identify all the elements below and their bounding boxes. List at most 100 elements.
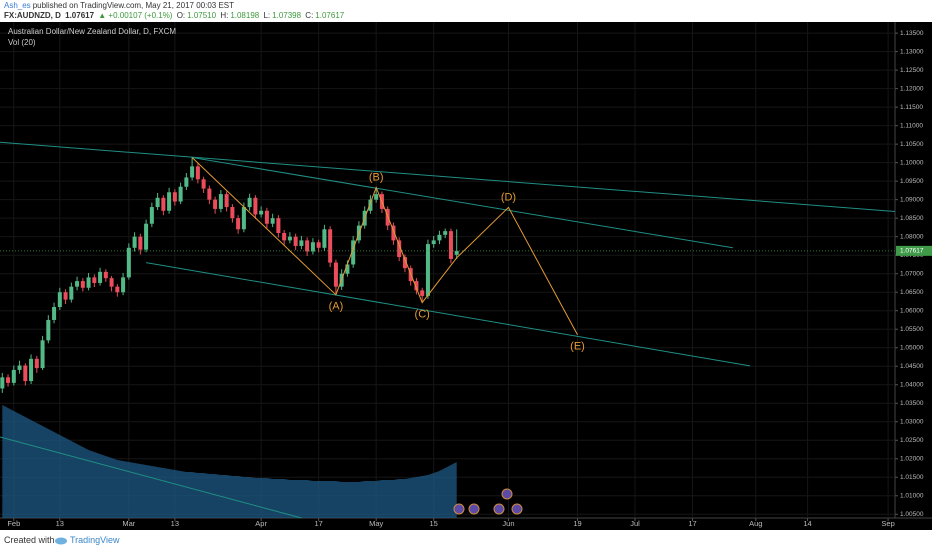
trend-line <box>146 262 751 367</box>
x-tick-label: Aug <box>749 519 762 528</box>
candle-body <box>414 281 419 291</box>
candle-body <box>75 281 80 287</box>
candle-body <box>431 240 436 245</box>
y-tick-label: 1.06500 <box>900 289 924 296</box>
candle-body <box>6 377 11 383</box>
h-label: H: <box>220 11 229 20</box>
candle-body <box>213 199 218 209</box>
candle-body <box>121 277 126 293</box>
candle-body <box>230 207 235 219</box>
x-tick-label: 14 <box>803 519 811 528</box>
y-tick-label: 1.02500 <box>900 437 924 444</box>
y-tick-label: 1.01000 <box>900 493 924 500</box>
candle-body <box>402 257 407 269</box>
candle-body <box>161 197 166 211</box>
candle-body <box>63 292 68 300</box>
candle-body <box>368 199 373 211</box>
candle-body <box>247 197 252 208</box>
x-tick-label: 13 <box>56 519 64 528</box>
candle-body <box>333 262 338 287</box>
candle-body <box>218 194 223 209</box>
drawings: (A) (B) (C) (D) (E) <box>0 141 896 519</box>
candle-body <box>299 240 304 246</box>
candle-body <box>224 194 229 208</box>
candle-body <box>397 240 402 258</box>
candle-body <box>126 247 131 278</box>
candle-body <box>282 232 287 241</box>
last: 1.07617 <box>65 11 95 20</box>
candle-body <box>420 290 425 296</box>
event-icon[interactable] <box>511 503 523 515</box>
brand[interactable]: TradingView <box>70 535 120 545</box>
candle-body <box>167 192 172 211</box>
candle-body <box>92 277 97 283</box>
candle-body <box>293 236 298 246</box>
publish-line: Ash_es published on TradingView.com, May … <box>4 1 236 10</box>
x-tick-label: 13 <box>171 519 179 528</box>
trend-line <box>0 141 896 213</box>
x-tick-label: 19 <box>573 519 581 528</box>
l-value: 1.07398 <box>272 11 302 20</box>
candle-body <box>207 188 212 200</box>
quote-line: FX:AUDNZD, D 1.07617 ▲ +0.00107 (+0.1%) … <box>4 11 346 20</box>
wave-label: (E) <box>570 341 585 353</box>
header: Ash_es published on TradingView.com, May … <box>0 0 932 22</box>
footer: Created with TradingView <box>0 530 932 550</box>
event-icon[interactable] <box>501 488 513 500</box>
y-tick-label: 1.03000 <box>900 418 924 425</box>
candle-body <box>287 236 292 241</box>
change: ▲ +0.00107 (+0.1%) <box>98 11 173 20</box>
l-label: L: <box>263 11 271 20</box>
candle-body <box>57 292 62 308</box>
x-tick-label: 15 <box>430 519 438 528</box>
candles <box>0 157 459 393</box>
y-tick-label: 1.13000 <box>900 48 924 55</box>
candle-body <box>351 240 356 265</box>
h-value: 1.08198 <box>230 11 260 20</box>
candle-body <box>132 236 137 248</box>
y-tick-label: 1.01500 <box>900 474 924 481</box>
candle-body <box>69 286 74 300</box>
y-tick-label: 1.02000 <box>900 455 924 462</box>
chart-title: Australian Dollar/New Zealand Dollar, D,… <box>8 27 176 36</box>
candle-body <box>184 177 189 187</box>
last-price-label: 1.07617 <box>900 248 924 255</box>
y-tick-label: 1.05000 <box>900 344 924 351</box>
wave-label: (C) <box>415 308 430 320</box>
grid <box>0 22 895 518</box>
event-icon[interactable] <box>468 503 480 515</box>
candle-body <box>29 358 34 382</box>
candle-body <box>172 192 177 202</box>
event-icons[interactable] <box>453 488 523 515</box>
candle-body <box>276 218 281 233</box>
candle-body <box>103 271 108 279</box>
y-tick-label: 1.11500 <box>900 104 923 111</box>
candle-body <box>11 369 16 383</box>
x-tick-label: Apr <box>255 519 267 528</box>
y-tick-label: 1.08500 <box>900 215 924 222</box>
candle-body <box>310 242 315 252</box>
indicator-label: Vol (20) <box>8 38 36 47</box>
c-label: C: <box>305 11 314 20</box>
candle-body <box>437 234 442 241</box>
event-icon[interactable] <box>453 503 465 515</box>
published: published on TradingView.com, May 21, 20… <box>32 1 234 10</box>
candle-body <box>149 207 154 224</box>
o-value: 1.07510 <box>187 11 217 20</box>
candle-body <box>305 240 310 252</box>
event-icon[interactable] <box>493 503 505 515</box>
x-tick-label: May <box>369 519 383 528</box>
y-tick-label: 1.04500 <box>900 363 924 370</box>
y-tick-label: 1.11000 <box>900 122 923 129</box>
candle-body <box>328 229 333 263</box>
author[interactable]: Ash_es <box>4 1 31 10</box>
candle-body <box>46 319 51 341</box>
y-tick-label: 1.00500 <box>900 511 924 518</box>
candle-body <box>259 210 264 215</box>
y-tick-label: 1.10000 <box>900 159 924 166</box>
wave-label: (B) <box>369 171 384 183</box>
candle-body <box>80 281 85 288</box>
y-tick-label: 1.08000 <box>900 233 924 240</box>
candle-body <box>17 365 22 370</box>
